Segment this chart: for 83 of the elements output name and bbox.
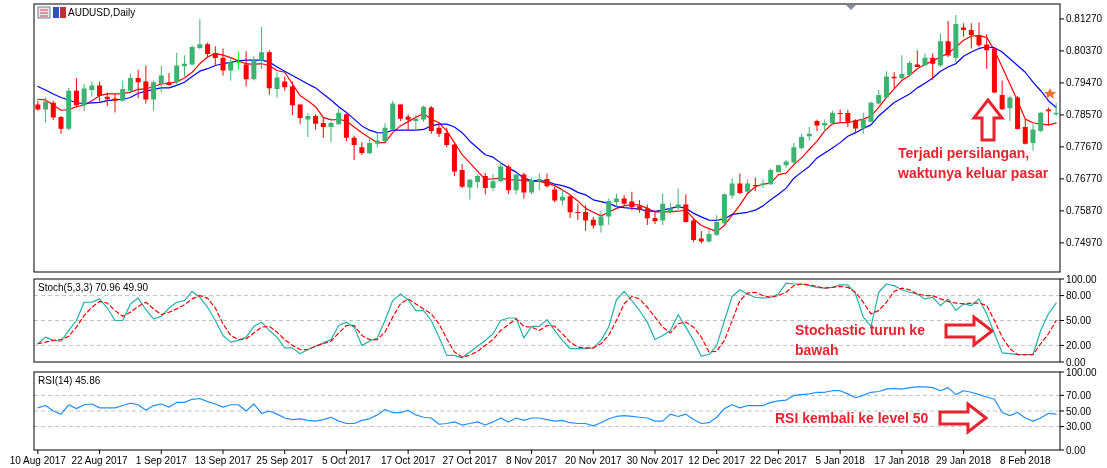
candlestick [922,53,928,67]
y-tick-label: 0.76770 [1066,173,1103,185]
x-tick-label: 5 Jan 2018 [815,455,866,466]
y-tick-label: 100.00 [1066,273,1098,285]
candlestick [359,142,365,156]
chart-title: Stoch(5,3,3) 70.96 49.90 [38,282,149,293]
candlestick [320,118,326,138]
chart-title: AUDUSD,Daily [68,7,136,18]
candlestick [598,211,604,233]
annotation: RSI kembali ke level 50 [775,410,929,426]
candlestick [667,203,673,214]
x-tick-label: 30 Nov 2017 [626,455,684,466]
y-tick-label: 0.75870 [1066,205,1103,217]
x-tick-label: 10 Aug 2017 [9,455,67,466]
x-tick-label: 1 Sep 2017 [135,455,188,466]
y-tick-label: 0.79470 [1066,77,1103,89]
candlestick [43,97,49,123]
y-tick-label: 0.77670 [1066,141,1103,153]
line-series [37,386,1057,427]
candlestick [197,18,203,50]
y-tick-label: 0.74970 [1066,237,1103,249]
y-tick-label: 70.00 [1066,389,1092,401]
candlestick [822,119,828,132]
x-tick-label: 17 Jan 2018 [874,455,930,466]
candlestick [382,123,388,142]
x-tick-label: 5 Oct 2017 [321,455,372,466]
annotation: Stochastic turun ke bawah [795,322,926,358]
candlestick [760,179,766,189]
x-tick-label: 8 Nov 2017 [505,455,558,466]
y-tick-label: 100.00 [1066,366,1098,378]
chart-title: RSI(14) 45.86 [38,375,101,386]
candlestick [961,23,967,37]
candlestick [274,72,280,98]
y-tick-label: 0.80370 [1066,45,1103,57]
candlestick [752,177,758,191]
candlestick [374,132,380,148]
candlestick [166,72,172,86]
y-tick-label: 30.00 [1066,421,1092,433]
candlestick [837,109,843,123]
x-tick-label: 22 Aug 2017 [71,455,129,466]
y-tick-label: 0.00 [1066,444,1086,456]
x-tick-label: 12 Dec 2017 [688,455,746,466]
candlestick [305,113,311,137]
candlestick [544,173,550,188]
x-tick-label: 25 Sep 2017 [256,455,314,466]
candlestick [914,50,920,67]
candlestick [575,203,581,221]
candlestick [706,229,712,243]
x-tick-label: 17 Oct 2017 [380,455,436,466]
y-tick-label: 0.78570 [1066,109,1103,121]
candlestick [89,81,95,97]
candlestick [868,101,874,123]
candlestick [814,119,820,131]
candlestick [220,48,226,76]
y-tick-label: 20.00 [1066,339,1092,351]
candlestick [613,193,619,207]
candlestick [436,123,442,137]
x-tick-label: 29 Jan 2018 [936,455,992,466]
candlestick [259,26,265,70]
candlestick [58,115,64,134]
candlestick [652,211,658,225]
x-tick-label: 20 Nov 2017 [564,455,623,466]
candlestick [621,195,627,206]
y-tick-label: 0.00 [1066,356,1086,368]
candlestick [112,93,118,113]
candlestick [1030,124,1036,151]
x-tick-label: 22 Dec 2017 [750,455,808,466]
y-tick-label: 0.81270 [1066,13,1103,25]
candlestick [559,189,565,206]
x-tick-label: 13 Sep 2017 [194,455,252,466]
y-tick-label: 50.00 [1066,315,1092,326]
candlestick [235,51,241,70]
candlestick [637,200,643,213]
candlestick [675,188,681,210]
x-tick-label: 27 Oct 2017 [442,455,498,466]
candlestick [490,174,496,191]
y-tick-label: 80.00 [1066,290,1092,302]
candlestick [328,121,334,142]
candlestick [158,65,164,93]
y-tick-label: 50.00 [1066,405,1092,417]
annotation: Terjadi persilangan, waktunya keluar pasar [897,145,1049,181]
x-tick-label: 8 Feb 2018 [999,455,1052,466]
candlestick [745,179,751,194]
